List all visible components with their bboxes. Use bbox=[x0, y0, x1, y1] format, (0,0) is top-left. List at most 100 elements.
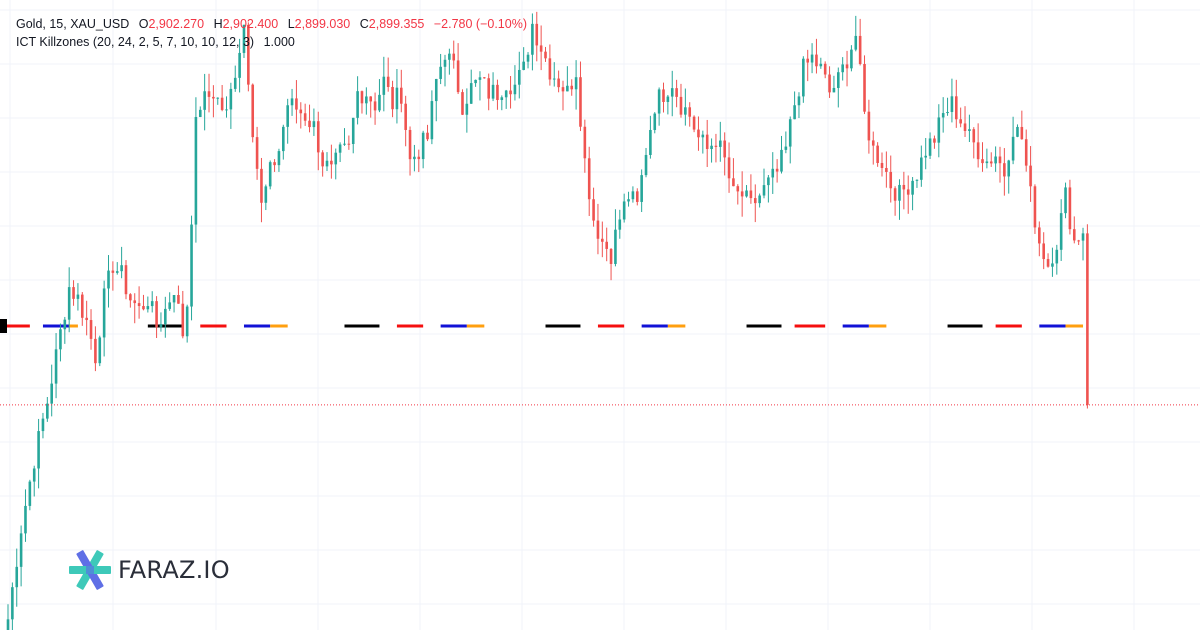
candle-up bbox=[63, 319, 67, 330]
candle-down bbox=[609, 248, 613, 264]
candle-down bbox=[635, 191, 639, 202]
candle-up bbox=[522, 61, 525, 70]
candle-down bbox=[596, 220, 600, 239]
candle-up bbox=[780, 149, 783, 172]
candle-up bbox=[378, 94, 381, 111]
candle-up bbox=[491, 84, 495, 99]
candle-up bbox=[1011, 136, 1015, 161]
candle-up bbox=[920, 157, 923, 180]
candle-down bbox=[963, 123, 967, 131]
symbol-label[interactable]: Gold, 15, XAU_USD bbox=[16, 17, 130, 31]
candle-up bbox=[745, 190, 748, 197]
candle-down bbox=[1024, 139, 1028, 166]
candle-down bbox=[496, 84, 499, 101]
close-label: C bbox=[359, 17, 369, 31]
candle-up bbox=[832, 87, 836, 93]
candle-down bbox=[876, 145, 879, 163]
candle-down bbox=[487, 78, 490, 99]
candle-up bbox=[500, 97, 504, 101]
candle-down bbox=[360, 91, 364, 104]
candle-down bbox=[137, 303, 141, 307]
open-value: 2,902.270 bbox=[148, 17, 205, 31]
candle-up bbox=[946, 111, 949, 114]
candle-down bbox=[775, 168, 779, 172]
candle-up bbox=[719, 140, 722, 147]
candle-down bbox=[535, 23, 539, 46]
candle-down bbox=[417, 156, 421, 160]
candle-up bbox=[365, 96, 368, 104]
candle-up bbox=[76, 294, 80, 299]
candle-down bbox=[823, 63, 827, 75]
candle-down bbox=[863, 64, 866, 112]
candle-up bbox=[67, 287, 71, 320]
candle-up bbox=[928, 138, 932, 156]
candle-down bbox=[570, 85, 574, 90]
candle-up bbox=[767, 177, 770, 186]
candle-down bbox=[80, 294, 84, 318]
candle-up bbox=[434, 78, 438, 102]
candle-up bbox=[526, 54, 530, 62]
candle-up bbox=[762, 185, 766, 196]
candle-down bbox=[561, 87, 565, 92]
candle-up bbox=[810, 54, 814, 63]
candle-up bbox=[771, 168, 775, 178]
candle-up bbox=[1081, 233, 1085, 241]
candle-up bbox=[552, 78, 556, 80]
candle-down bbox=[889, 171, 893, 189]
candle-down bbox=[1046, 259, 1050, 267]
candle-down bbox=[133, 300, 137, 304]
candle-up bbox=[54, 349, 58, 384]
candle-down bbox=[933, 138, 936, 143]
candle-up bbox=[850, 49, 853, 69]
candle-down bbox=[906, 189, 910, 195]
candle-up bbox=[277, 151, 281, 166]
candle-up bbox=[41, 418, 45, 432]
ohlc-legend: Gold, 15, XAU_USD O2,902.270 H2,902.400 … bbox=[16, 17, 527, 31]
candle-up bbox=[146, 306, 150, 310]
candle-down bbox=[1086, 233, 1089, 405]
candle-down bbox=[251, 84, 255, 138]
candle-down bbox=[155, 301, 158, 328]
candle-down bbox=[981, 159, 984, 164]
candle-down bbox=[858, 35, 862, 65]
candle-down bbox=[732, 178, 735, 187]
candle-down bbox=[749, 190, 753, 199]
candle-down bbox=[373, 101, 377, 111]
candle-up bbox=[395, 87, 399, 110]
candle-down bbox=[815, 54, 818, 67]
candle-up bbox=[159, 324, 163, 328]
candle-down bbox=[452, 53, 456, 61]
candle-down bbox=[177, 295, 180, 304]
candle-up bbox=[194, 117, 198, 225]
candle-up bbox=[338, 144, 342, 153]
candle-down bbox=[692, 116, 696, 130]
candle-down bbox=[408, 129, 412, 160]
candle-down bbox=[1020, 126, 1024, 140]
candle-up bbox=[343, 143, 346, 145]
candle-up bbox=[421, 132, 425, 160]
candle-up bbox=[28, 481, 32, 506]
candle-up bbox=[644, 154, 648, 176]
candle-down bbox=[976, 142, 980, 160]
candle-up bbox=[924, 155, 927, 158]
candle-down bbox=[601, 238, 604, 242]
candle-up bbox=[684, 107, 687, 115]
candle-down bbox=[181, 303, 185, 337]
candle-up bbox=[819, 63, 823, 67]
low-value: 2,899.030 bbox=[294, 17, 351, 31]
indicator-name[interactable]: ICT Killzones (20, 24, 2, 5, 7, 10, 10, … bbox=[16, 35, 255, 49]
candle-down bbox=[592, 199, 595, 221]
candle-up bbox=[120, 265, 123, 272]
candle-up bbox=[19, 533, 23, 567]
candle-up bbox=[841, 64, 844, 73]
indicator-legend[interactable]: ICT Killzones (20, 24, 2, 5, 7, 10, 10, … bbox=[16, 35, 295, 49]
candle-up bbox=[233, 77, 237, 89]
candle-down bbox=[998, 156, 1002, 164]
candle-series bbox=[6, 11, 1089, 630]
candle-up bbox=[46, 403, 49, 419]
candle-up bbox=[242, 24, 246, 53]
candle-down bbox=[880, 162, 884, 168]
candle-down bbox=[124, 265, 128, 295]
